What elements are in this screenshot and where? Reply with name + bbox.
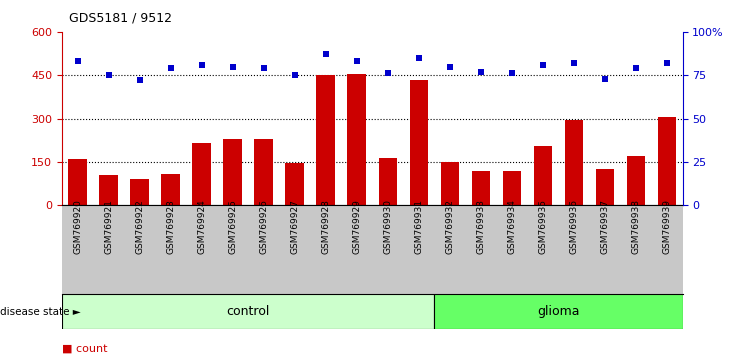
Bar: [379, 158, 397, 205]
Point: [599, 76, 611, 81]
Point: [475, 69, 487, 75]
Bar: [285, 162, 304, 205]
Text: ■ count: ■ count: [62, 343, 107, 353]
Point: [351, 58, 363, 64]
Bar: [472, 171, 491, 205]
Text: glioma: glioma: [537, 305, 580, 318]
Point: [196, 62, 207, 68]
Bar: [317, 75, 335, 205]
Bar: [626, 156, 645, 205]
Point: [630, 65, 642, 71]
Bar: [131, 179, 149, 205]
Bar: [534, 146, 553, 205]
Text: GDS5181 / 9512: GDS5181 / 9512: [69, 12, 172, 25]
Text: disease state ►: disease state ►: [0, 307, 81, 316]
Point: [258, 65, 269, 71]
Point: [506, 71, 518, 76]
Point: [444, 64, 456, 69]
Point: [289, 73, 301, 78]
Point: [413, 55, 425, 61]
Bar: [410, 80, 428, 205]
Bar: [565, 120, 583, 205]
Point: [165, 65, 177, 71]
Point: [227, 64, 239, 69]
Point: [103, 73, 115, 78]
Bar: [255, 139, 273, 205]
Bar: [69, 159, 87, 205]
Point: [382, 71, 393, 76]
Bar: [347, 74, 366, 205]
Bar: [223, 139, 242, 205]
Bar: [193, 143, 211, 205]
Bar: [503, 171, 521, 205]
Point: [134, 78, 145, 83]
Point: [568, 60, 580, 66]
Bar: [434, 294, 683, 329]
Point: [661, 60, 673, 66]
Bar: [99, 175, 118, 205]
Point: [537, 62, 549, 68]
Point: [320, 52, 331, 57]
Bar: [161, 173, 180, 205]
Bar: [596, 169, 615, 205]
Text: control: control: [226, 305, 270, 318]
Bar: [441, 162, 459, 205]
Bar: [658, 117, 677, 205]
Point: [72, 58, 83, 64]
Bar: [62, 294, 434, 329]
